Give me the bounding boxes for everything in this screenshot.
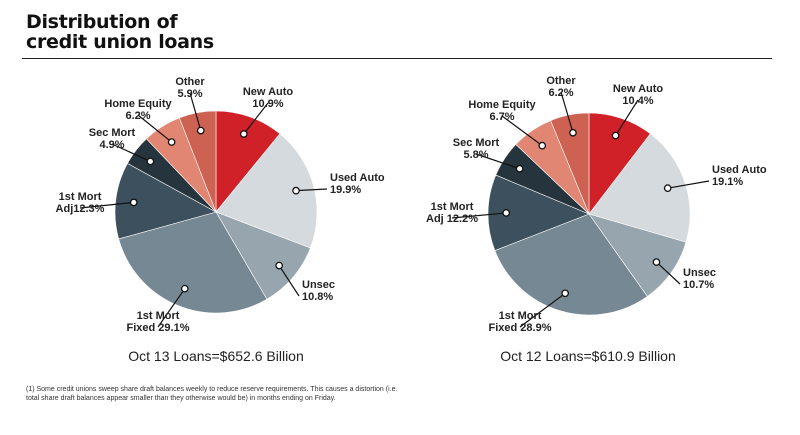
leader-line-first-mort-fixed bbox=[519, 292, 566, 328]
slice-label-value: 6.2% bbox=[548, 87, 573, 99]
pie-slice-other bbox=[550, 112, 590, 215]
slice-label-value: Adj12.3% bbox=[56, 203, 105, 215]
leader-line-new-auto bbox=[615, 99, 639, 136]
slice-label-name: New Auto bbox=[613, 83, 664, 95]
pie-slice-used-auto bbox=[588, 133, 691, 243]
slice-label-new-auto: New Auto 10.4% bbox=[613, 83, 664, 107]
slice-label-value: Fixed 28.9% bbox=[489, 322, 552, 334]
slice-label-value: 10.4% bbox=[622, 95, 653, 107]
title-line-2: credit union loans bbox=[26, 31, 214, 53]
slice-label-value: Fixed 29.1% bbox=[127, 322, 190, 334]
slice-label-name: Home Equity bbox=[468, 99, 536, 111]
marker-dot-sec-mort bbox=[515, 164, 524, 173]
slice-label-name: Sec Mort bbox=[453, 137, 500, 149]
slice-label-value: 6.7% bbox=[489, 111, 514, 123]
leader-line-sec-mort bbox=[111, 143, 151, 162]
pie-slice-first-mort-fixed bbox=[118, 211, 268, 314]
marker-dot-home-equity bbox=[538, 141, 547, 150]
slice-label-other: Other 6.2% bbox=[546, 75, 576, 99]
title-divider bbox=[22, 58, 772, 59]
leader-line-first-mort-fixed bbox=[157, 288, 186, 328]
slice-label-name: Unsec bbox=[302, 279, 335, 291]
slice-label-value: 19.9% bbox=[330, 184, 361, 196]
chart-title-oct-13: Oct 13 Loans=$652.6 Billion bbox=[128, 348, 304, 364]
slice-label-sec-mort: Sec Mort 4.9% bbox=[89, 127, 136, 151]
leader-line-home-equity bbox=[137, 114, 172, 143]
slice-label-name: Sec Mort bbox=[89, 127, 136, 139]
slice-label-first-mort-adj: 1st Mort Adj12.3% bbox=[56, 191, 105, 215]
pie-slice-used-auto bbox=[215, 133, 318, 249]
slice-label-value: 10.8% bbox=[302, 291, 333, 303]
slice-label-first-mort-adj: 1st Mort Adj 12.2% bbox=[426, 201, 478, 225]
slice-label-unsec: Unsec 10.7% bbox=[683, 267, 716, 291]
slice-label-name: Unsec bbox=[683, 267, 716, 279]
slice-label-name: 1st Mort bbox=[137, 310, 180, 322]
marker-dot-first-mort-fixed bbox=[180, 284, 189, 293]
slice-label-value: 10.9% bbox=[252, 98, 283, 110]
marker-dot-first-mort-fixed bbox=[561, 289, 570, 298]
footnote: (1) Some credit unions sweep share draft… bbox=[26, 386, 398, 402]
pie-slice-first-mort-adj bbox=[114, 162, 217, 240]
title-line-1: Distribution of bbox=[26, 11, 178, 33]
page-title: Distribution of credit union loans bbox=[26, 12, 214, 52]
slice-label-home-equity: Home Equity 6.2% bbox=[104, 98, 172, 122]
marker-dot-new-auto bbox=[611, 131, 620, 140]
pie-slice-new-auto bbox=[215, 110, 281, 213]
chart-title-oct-12: Oct 12 Loans=$610.9 Billion bbox=[500, 348, 676, 364]
slice-label-sec-mort: Sec Mort 5.8% bbox=[453, 137, 500, 161]
slice-label-name: Other bbox=[175, 76, 205, 88]
pie-slice-unsec bbox=[588, 213, 687, 297]
slice-label-value: 5.8% bbox=[463, 149, 488, 161]
pie-slice-first-mort-adj bbox=[487, 174, 590, 251]
leader-line-home-equity bbox=[501, 115, 543, 147]
leader-line-new-auto bbox=[243, 102, 269, 135]
leader-line-unsec bbox=[656, 261, 681, 285]
marker-dot-other bbox=[196, 126, 205, 135]
marker-dot-sec-mort bbox=[146, 157, 155, 166]
leader-line-sec-mort bbox=[475, 153, 520, 170]
slice-label-used-auto: Used Auto 19.9% bbox=[330, 172, 385, 196]
leader-line-first-mort-adj bbox=[79, 201, 134, 209]
pie-slice-first-mort-fixed bbox=[494, 213, 648, 316]
marker-dot-new-auto bbox=[239, 130, 248, 138]
slice-label-name: Home Equity bbox=[104, 98, 172, 110]
slice-label-name: Used Auto bbox=[712, 164, 767, 176]
slice-label-new-auto: New Auto 10.9% bbox=[243, 86, 294, 110]
slice-label-value: Adj 12.2% bbox=[426, 213, 478, 225]
slice-label-value: 19.1% bbox=[712, 176, 743, 188]
slice-label-first-mort-fixed: 1st Mort Fixed 29.1% bbox=[127, 310, 190, 334]
slice-label-used-auto: Used Auto 19.1% bbox=[712, 164, 767, 188]
leader-line-used-auto bbox=[667, 180, 710, 189]
slice-label-name: 1st Mort bbox=[431, 201, 474, 213]
marker-dot-other bbox=[569, 128, 577, 137]
marker-dot-used-auto bbox=[663, 184, 672, 193]
slice-label-name: 1st Mort bbox=[499, 310, 542, 322]
marker-dot-unsec bbox=[652, 258, 661, 266]
slice-label-value: 4.9% bbox=[99, 139, 124, 151]
leader-line-unsec bbox=[278, 265, 300, 297]
marker-dot-used-auto bbox=[292, 186, 300, 195]
slice-label-name: 1st Mort bbox=[59, 191, 102, 203]
leader-line-other bbox=[560, 91, 574, 133]
pie-slice-other bbox=[179, 110, 217, 213]
slice-label-value: 6.2% bbox=[125, 110, 150, 122]
slice-label-value: 10.7% bbox=[683, 279, 714, 291]
slice-label-value: 5.9% bbox=[177, 88, 202, 100]
marker-dot-unsec bbox=[275, 261, 283, 270]
marker-dot-first-mort-adj bbox=[502, 209, 511, 217]
marker-dot-first-mort-adj bbox=[129, 198, 138, 207]
slice-label-name: Other bbox=[546, 75, 576, 87]
slice-label-other: Other 5.9% bbox=[175, 76, 205, 100]
leader-line-first-mort-adj bbox=[451, 212, 507, 219]
slice-label-first-mort-fixed: 1st Mort Fixed 28.9% bbox=[489, 310, 552, 334]
slice-label-unsec: Unsec 10.8% bbox=[302, 279, 335, 303]
marker-dot-home-equity bbox=[167, 138, 176, 146]
slice-label-name: New Auto bbox=[243, 86, 294, 98]
leader-line-other bbox=[189, 92, 202, 131]
slice-label-home-equity: Home Equity 6.7% bbox=[468, 99, 536, 123]
slice-label-name: Used Auto bbox=[330, 172, 385, 184]
leader-line-used-auto bbox=[295, 188, 328, 192]
